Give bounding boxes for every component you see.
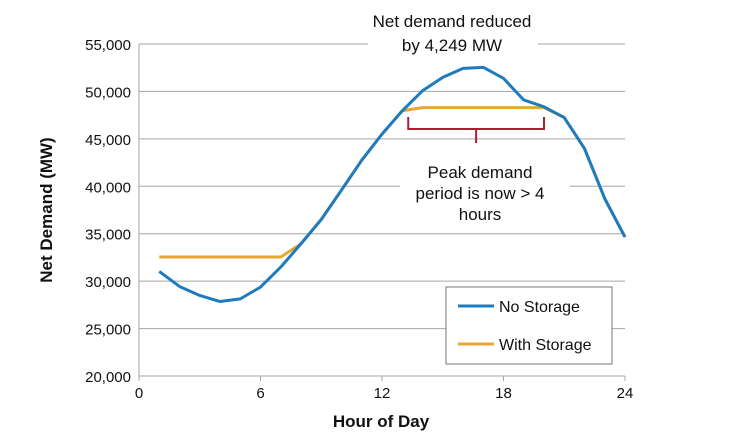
y-tick-label: 50,000 <box>85 84 131 101</box>
y-tick-labels: 20,000 25,000 30,000 35,000 40,000 45,000 50,0… <box>85 37 131 386</box>
annotation-reduction: Net demand reduced by 4,249 MW <box>368 2 538 62</box>
x-tick-label: 0 <box>135 385 143 402</box>
x-axis-label: Hour of Day <box>333 412 430 431</box>
annotation-line: by 4,249 MW <box>402 36 502 55</box>
y-tick-label: 40,000 <box>85 179 131 196</box>
y-tick-label: 55,000 <box>85 37 131 54</box>
x-tick-label: 6 <box>256 385 264 402</box>
gridlines <box>138 43 626 381</box>
x-tick-labels: 0 6 12 18 24 <box>135 385 634 402</box>
y-tick-label: 30,000 <box>85 274 131 291</box>
x-tick-label: 18 <box>495 385 512 402</box>
annotation-line: period is now > 4 <box>416 184 545 203</box>
series-lines <box>158 65 627 304</box>
annotation-peak: Peak demand period is now > 4 hours <box>400 155 570 225</box>
x-tick-label: 24 <box>617 385 634 402</box>
y-tick-label: 35,000 <box>85 227 131 244</box>
legend-label-no-storage: No Storage <box>499 299 580 316</box>
bracket-path <box>407 117 545 143</box>
legend-box <box>445 286 613 365</box>
annotation-background <box>400 155 570 225</box>
annotation-line: Net demand reduced <box>373 12 532 31</box>
legend-label-with-storage: With Storage <box>499 337 592 354</box>
y-tick-label: 20,000 <box>85 369 131 386</box>
annotation-line: Peak demand <box>428 163 533 182</box>
y-tick-label: 25,000 <box>85 322 131 339</box>
series-line-no-storage <box>158 65 627 304</box>
peak-period-bracket <box>407 117 545 143</box>
annotation-line: hours <box>459 205 502 224</box>
annotation-background <box>368 2 538 62</box>
legend: No Storage With Storage <box>445 286 613 365</box>
y-tick-label: 45,000 <box>85 132 131 149</box>
y-axis-label: Net Demand (MW) <box>37 137 56 282</box>
x-tick-label: 12 <box>374 385 391 402</box>
